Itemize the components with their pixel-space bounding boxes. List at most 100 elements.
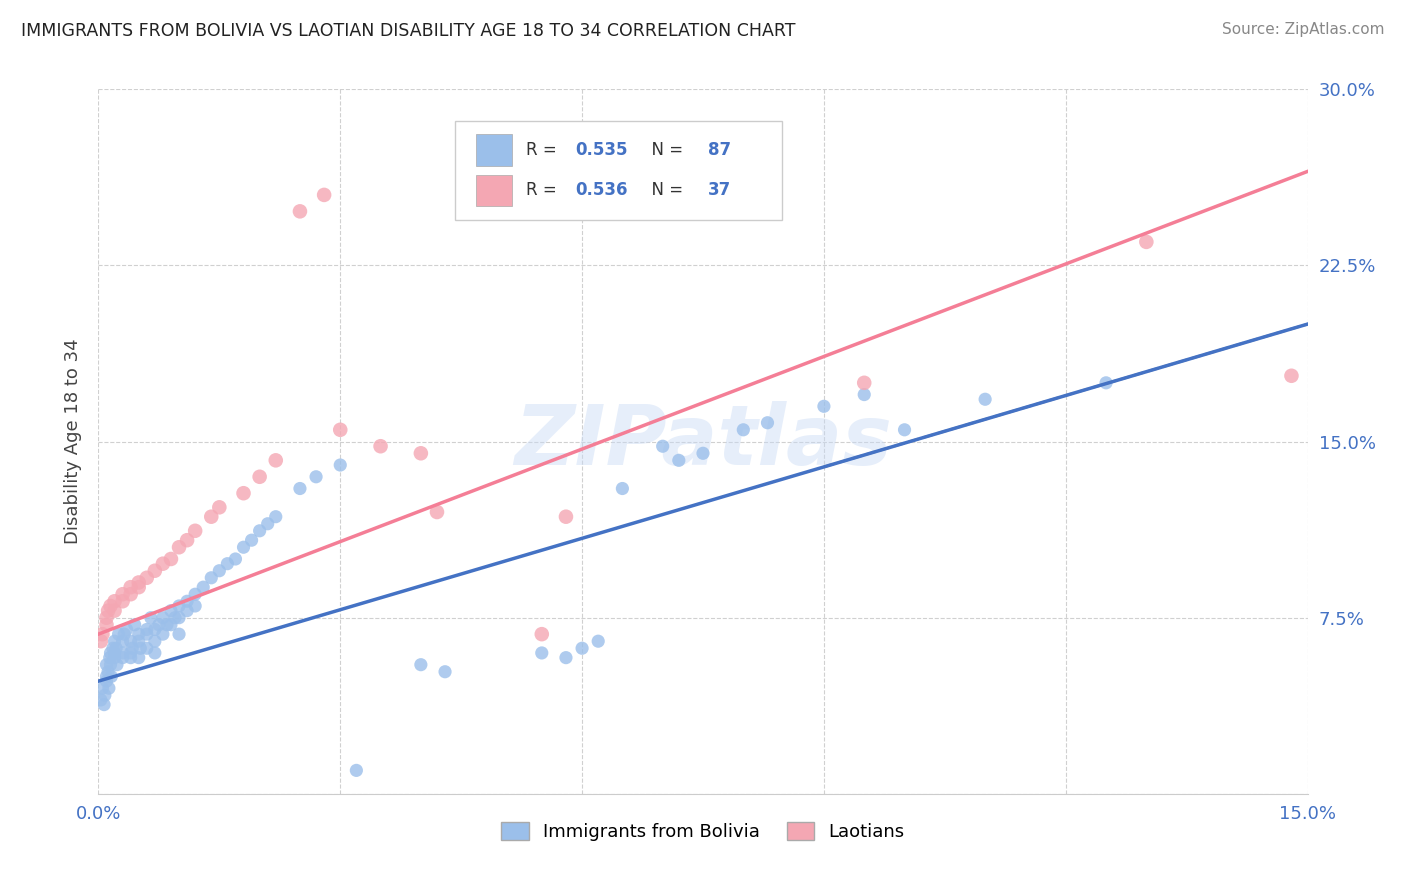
Point bbox=[288, 482, 311, 496]
Point bbox=[160, 552, 183, 566]
Point bbox=[90, 693, 112, 707]
Point bbox=[128, 575, 150, 590]
Point bbox=[135, 623, 157, 637]
Point bbox=[224, 552, 246, 566]
Point bbox=[217, 557, 239, 571]
Point bbox=[120, 650, 142, 665]
FancyBboxPatch shape bbox=[456, 121, 782, 219]
Point bbox=[530, 627, 553, 641]
Point bbox=[97, 604, 120, 618]
Point bbox=[184, 599, 207, 613]
Point bbox=[370, 439, 392, 453]
Point bbox=[97, 665, 120, 679]
Point bbox=[143, 634, 166, 648]
Bar bbox=[475, 175, 512, 206]
Point bbox=[101, 641, 124, 656]
Point bbox=[314, 187, 336, 202]
Text: 0.536: 0.536 bbox=[575, 181, 627, 200]
Point bbox=[555, 650, 578, 665]
Point bbox=[426, 505, 449, 519]
Point bbox=[97, 681, 120, 696]
Point bbox=[100, 599, 122, 613]
Point bbox=[853, 376, 876, 390]
Point bbox=[103, 646, 125, 660]
Point bbox=[100, 646, 122, 660]
Point bbox=[103, 634, 125, 648]
Point bbox=[143, 623, 166, 637]
Point bbox=[813, 399, 835, 413]
Point bbox=[692, 446, 714, 460]
Point bbox=[232, 486, 254, 500]
Point bbox=[96, 617, 118, 632]
Point bbox=[208, 564, 231, 578]
Point bbox=[128, 627, 150, 641]
Point bbox=[193, 580, 215, 594]
Point bbox=[152, 610, 174, 624]
Point bbox=[139, 610, 162, 624]
Text: ZIPatlas: ZIPatlas bbox=[515, 401, 891, 482]
Point bbox=[288, 204, 311, 219]
Point bbox=[121, 641, 143, 656]
Point bbox=[156, 617, 179, 632]
Point bbox=[135, 571, 157, 585]
Text: 37: 37 bbox=[707, 181, 731, 200]
Text: R =: R = bbox=[526, 181, 562, 200]
Point bbox=[264, 509, 287, 524]
Point bbox=[120, 634, 142, 648]
Point bbox=[176, 594, 198, 608]
Point bbox=[105, 641, 128, 656]
Point bbox=[98, 650, 121, 665]
Point bbox=[555, 509, 578, 524]
Point bbox=[160, 604, 183, 618]
Point bbox=[96, 674, 118, 689]
Point bbox=[93, 698, 115, 712]
Point bbox=[152, 557, 174, 571]
Point bbox=[111, 634, 134, 648]
Point bbox=[152, 627, 174, 641]
Point bbox=[571, 641, 593, 656]
Point bbox=[163, 610, 186, 624]
Point bbox=[756, 416, 779, 430]
Point bbox=[586, 634, 609, 648]
Point bbox=[651, 439, 673, 453]
Point bbox=[240, 533, 263, 548]
Point bbox=[409, 657, 432, 672]
Text: R =: R = bbox=[526, 141, 562, 159]
Text: Source: ZipAtlas.com: Source: ZipAtlas.com bbox=[1222, 22, 1385, 37]
Point bbox=[167, 627, 190, 641]
Point bbox=[329, 423, 352, 437]
Point bbox=[96, 669, 118, 683]
Point bbox=[100, 669, 122, 683]
Point bbox=[184, 587, 207, 601]
Point bbox=[120, 646, 142, 660]
Point bbox=[160, 617, 183, 632]
Bar bbox=[475, 134, 512, 166]
Point bbox=[128, 634, 150, 648]
Point bbox=[115, 623, 138, 637]
Point bbox=[167, 540, 190, 554]
Text: IMMIGRANTS FROM BOLIVIA VS LAOTIAN DISABILITY AGE 18 TO 34 CORRELATION CHART: IMMIGRANTS FROM BOLIVIA VS LAOTIAN DISAB… bbox=[21, 22, 796, 40]
Point bbox=[103, 650, 125, 665]
Point bbox=[135, 641, 157, 656]
Point bbox=[167, 610, 190, 624]
Point bbox=[344, 764, 367, 778]
Point bbox=[434, 665, 457, 679]
Point bbox=[893, 423, 915, 437]
Point bbox=[305, 469, 328, 483]
Point bbox=[111, 594, 134, 608]
Point bbox=[96, 657, 118, 672]
Point bbox=[1135, 235, 1157, 249]
Point bbox=[103, 594, 125, 608]
Point bbox=[176, 604, 198, 618]
Point bbox=[208, 500, 231, 515]
Point bbox=[668, 453, 690, 467]
Y-axis label: Disability Age 18 to 34: Disability Age 18 to 34 bbox=[63, 339, 82, 544]
Point bbox=[111, 646, 134, 660]
Point bbox=[90, 634, 112, 648]
Point bbox=[200, 571, 222, 585]
Point bbox=[129, 641, 152, 656]
Point bbox=[176, 533, 198, 548]
Point bbox=[103, 604, 125, 618]
Point bbox=[91, 681, 114, 696]
Point bbox=[111, 587, 134, 601]
